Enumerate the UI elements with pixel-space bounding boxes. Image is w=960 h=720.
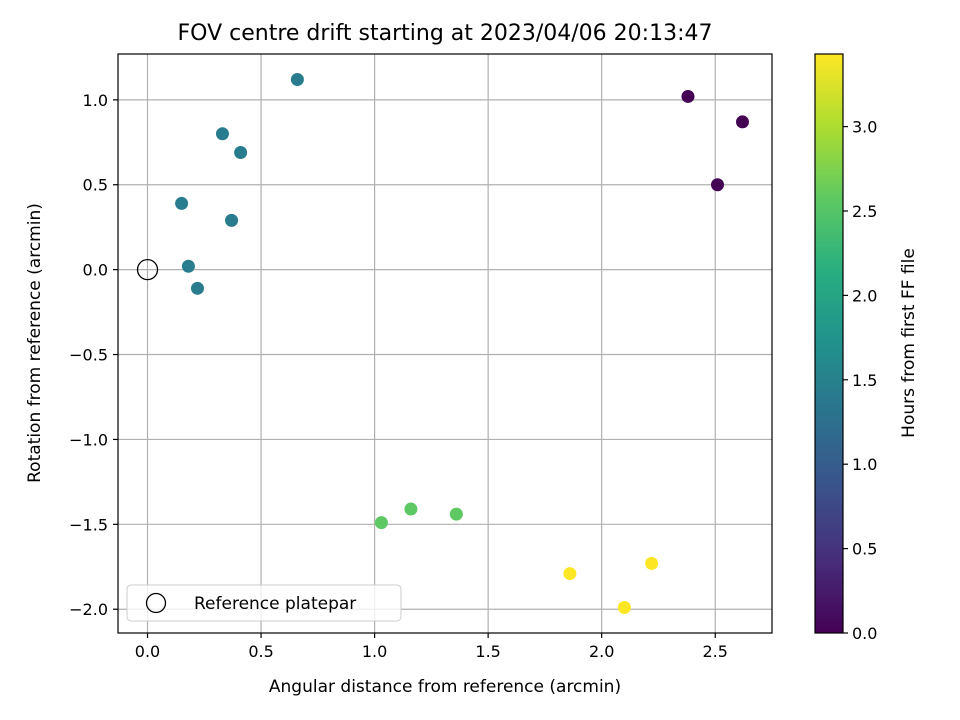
colorbar-tick-label: 2.5 bbox=[852, 202, 877, 221]
plot-frame bbox=[117, 53, 773, 634]
scatter-point bbox=[449, 507, 463, 521]
x-tick-label: 1.0 bbox=[362, 642, 387, 661]
y-axis-label: Rotation from reference (arcmin) bbox=[25, 203, 45, 483]
scatter-point bbox=[234, 145, 248, 159]
colorbar-tick-label: 0.5 bbox=[852, 540, 877, 559]
x-tick-label: 2.5 bbox=[703, 642, 728, 661]
x-tick-label: 1.5 bbox=[475, 642, 500, 661]
scatter-point bbox=[563, 567, 577, 581]
colorbar-gradient bbox=[815, 54, 843, 633]
scatter-point bbox=[735, 115, 749, 129]
scatter-point bbox=[374, 516, 388, 530]
scatter-point bbox=[225, 213, 239, 227]
grid-lines bbox=[118, 54, 772, 633]
legend-label-reference: Reference platepar bbox=[194, 594, 356, 614]
y-tick-label: −1.5 bbox=[69, 515, 108, 534]
x-tick-label: 0.5 bbox=[248, 642, 273, 661]
reference-marker-layer bbox=[136, 258, 159, 281]
scatter-point bbox=[711, 178, 724, 192]
chart-title: FOV centre drift starting at 2023/04/06 … bbox=[178, 21, 713, 46]
y-tick-label: 0.5 bbox=[83, 176, 108, 195]
x-tick-label: 2.0 bbox=[589, 642, 614, 661]
scatter-point bbox=[290, 72, 304, 86]
x-axis-label: Angular distance from reference (arcmin) bbox=[269, 677, 621, 697]
y-axis-ticks: 1.0 0.5 0.0 −0.5 −1.0 −1.5 −2.0 bbox=[69, 91, 118, 619]
scatter-point bbox=[645, 556, 659, 570]
colorbar-tick-label: 1.0 bbox=[852, 455, 877, 474]
y-tick-label: 1.0 bbox=[83, 91, 108, 110]
colorbar-ticks: 0.0 0.5 1.0 1.5 2.0 2.5 3.0 bbox=[843, 118, 877, 643]
legend: Reference platepar bbox=[126, 584, 402, 622]
scatter-point bbox=[175, 196, 189, 210]
colorbar-frame bbox=[814, 53, 844, 634]
colorbar-tick-label: 3.0 bbox=[852, 118, 877, 137]
colorbar-label: Hours from first FF file bbox=[899, 248, 919, 438]
colorbar-tick-label: 2.0 bbox=[852, 286, 877, 305]
y-tick-label: −0.5 bbox=[69, 346, 108, 365]
x-axis-ticks: 0.0 0.5 1.0 1.5 2.0 2.5 bbox=[135, 633, 728, 661]
y-tick-label: −1.0 bbox=[69, 430, 108, 449]
y-tick-label: 0.0 bbox=[83, 261, 108, 280]
reference-platepar-marker bbox=[136, 258, 159, 281]
scatter-point bbox=[681, 89, 695, 103]
colorbar-tick-label: 1.5 bbox=[852, 371, 877, 390]
legend-box bbox=[126, 584, 402, 622]
scatter-point bbox=[617, 601, 631, 615]
colorbar-tick-label: 0.0 bbox=[852, 624, 877, 643]
data-points bbox=[175, 72, 749, 615]
x-tick-label: 0.0 bbox=[135, 642, 160, 661]
y-tick-label: −2.0 bbox=[69, 600, 108, 619]
legend-reference-marker bbox=[145, 592, 167, 614]
scatter-point bbox=[215, 127, 229, 141]
scatter-point bbox=[404, 502, 418, 516]
scatter-point bbox=[190, 281, 204, 295]
scatter-point bbox=[181, 259, 195, 273]
